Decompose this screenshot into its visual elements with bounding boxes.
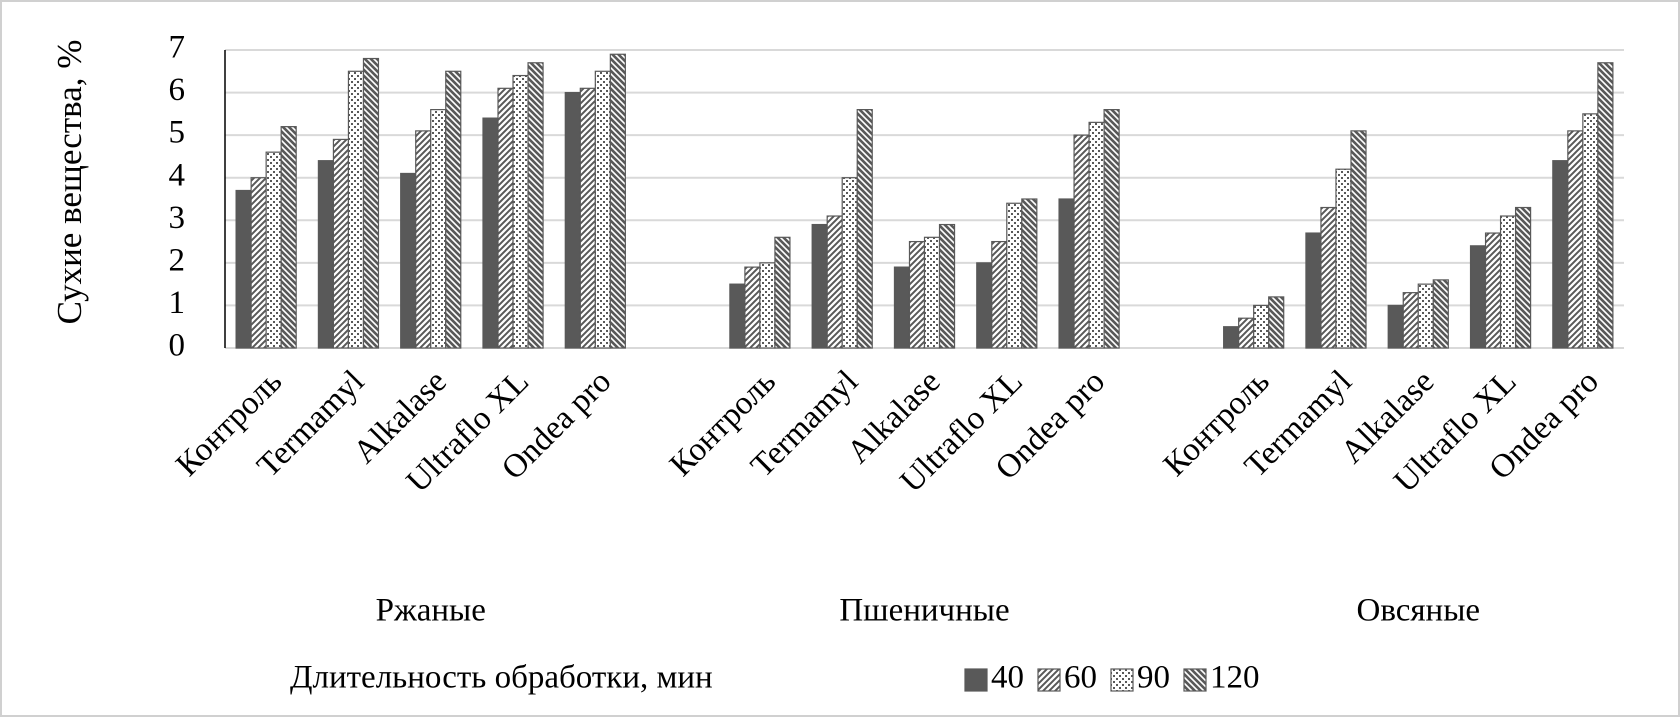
- bar: [1058, 198, 1075, 349]
- bar: [991, 240, 1008, 349]
- y-tick-label: 3: [169, 200, 186, 236]
- bar: [1417, 283, 1434, 349]
- bar: [908, 240, 926, 349]
- bar: [923, 236, 941, 349]
- bar: [856, 108, 873, 349]
- bar: [235, 189, 252, 349]
- legend-label: 120: [1210, 660, 1260, 696]
- bar: [1268, 296, 1285, 349]
- legend-swatch: [964, 668, 988, 692]
- y-axis-title: Сухие вещества, %: [50, 39, 89, 325]
- bar: [594, 70, 611, 349]
- bar: [1088, 121, 1105, 349]
- bar: [759, 262, 776, 349]
- bar: [1223, 326, 1240, 349]
- bar: [347, 70, 365, 349]
- bar: [841, 177, 858, 349]
- bar: [1484, 232, 1502, 349]
- bar: [609, 53, 626, 349]
- bar: [1253, 304, 1270, 349]
- bar: [1402, 292, 1419, 349]
- bar: [1320, 206, 1337, 349]
- bar: [579, 87, 596, 349]
- legend-title: Длительность обработки, мин: [290, 660, 713, 696]
- bar: [415, 130, 432, 349]
- bar: [774, 236, 791, 349]
- bar: [1432, 279, 1449, 349]
- y-tick-label: 7: [169, 30, 186, 66]
- legend-label: 40: [991, 660, 1024, 696]
- bar: [893, 266, 911, 349]
- bar: [1021, 198, 1038, 349]
- bar: [1103, 108, 1120, 349]
- bar: [332, 138, 350, 349]
- group-label: Пшеничные: [839, 593, 1009, 629]
- y-tick-label: 6: [169, 72, 186, 108]
- bar: [1567, 130, 1584, 349]
- bar: [1514, 206, 1532, 349]
- bar: [1006, 202, 1023, 349]
- y-tick-label: 5: [169, 115, 186, 151]
- bar: [512, 74, 529, 349]
- bar: [811, 223, 828, 349]
- bar: [265, 151, 282, 349]
- bar: [250, 177, 267, 349]
- group-label: Овсяные: [1356, 593, 1480, 629]
- bar: [1469, 245, 1487, 349]
- legend-swatch: [1110, 668, 1134, 692]
- bar: [826, 215, 843, 349]
- y-tick-label: 0: [169, 328, 186, 364]
- bar: [564, 91, 581, 349]
- bar: [1073, 134, 1090, 349]
- bar: [1582, 113, 1599, 349]
- bar: [744, 266, 761, 349]
- legend-label: 60: [1064, 660, 1097, 696]
- bar: [362, 57, 380, 349]
- y-tick-label: 1: [169, 285, 186, 321]
- bar: [1387, 304, 1404, 349]
- bar: [497, 87, 514, 349]
- bar: [1597, 62, 1614, 349]
- legend-label: 90: [1137, 660, 1170, 696]
- bar: [445, 70, 462, 349]
- bar: [938, 223, 956, 349]
- bar: [317, 160, 335, 349]
- bar: [430, 108, 447, 349]
- bar: [1499, 215, 1517, 349]
- bar: [1238, 317, 1255, 349]
- bar: [400, 172, 417, 349]
- bar: [1305, 232, 1322, 349]
- bar: [482, 117, 499, 349]
- legend-swatch: [1183, 668, 1207, 692]
- bar: [1350, 130, 1367, 349]
- bar: [1335, 168, 1352, 349]
- y-tick-label: 2: [169, 242, 186, 278]
- bar: [1552, 160, 1569, 349]
- bar: [527, 62, 544, 349]
- legend-swatch: [1037, 668, 1061, 692]
- group-label: Ржаные: [376, 593, 486, 629]
- bar: [280, 126, 297, 349]
- y-tick-label: 4: [169, 157, 186, 193]
- bar: [976, 262, 993, 349]
- bar: [729, 283, 746, 349]
